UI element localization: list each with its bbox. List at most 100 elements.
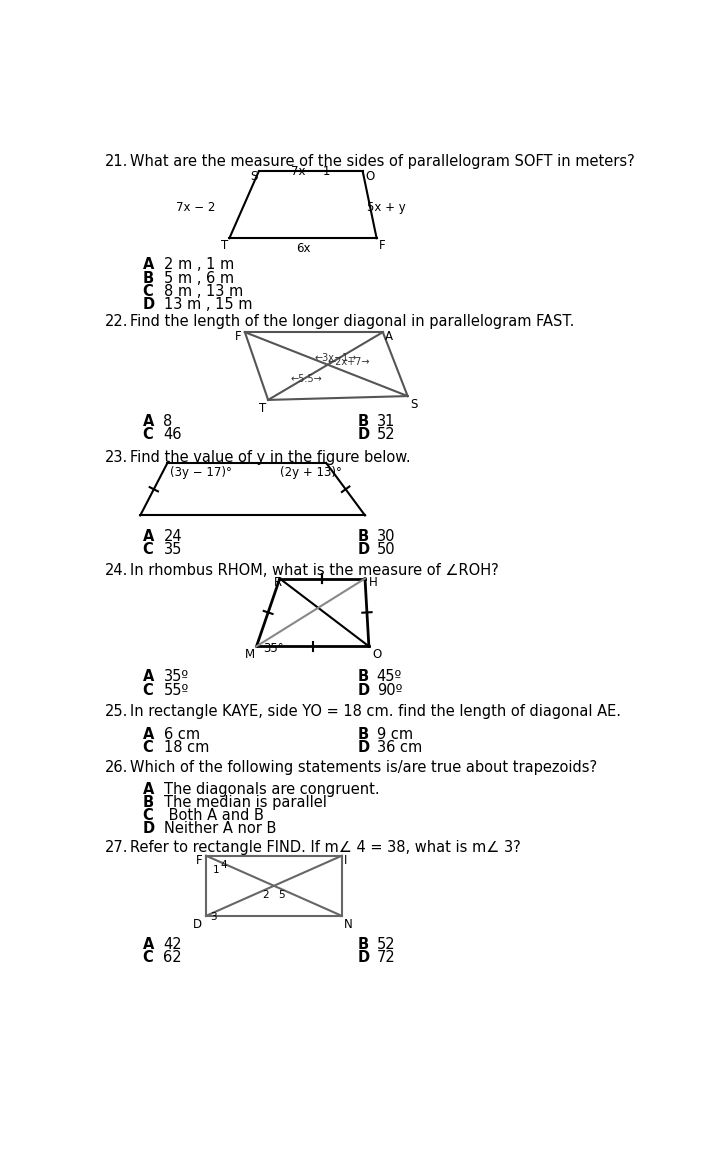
Text: C: C [142, 283, 153, 298]
Text: 1: 1 [212, 866, 219, 875]
Text: S: S [250, 170, 257, 183]
Text: Which of the following statements is/are true about trapezoids?: Which of the following statements is/are… [130, 761, 597, 776]
Text: 9 cm: 9 cm [377, 727, 413, 742]
Text: B: B [357, 413, 368, 429]
Text: O: O [372, 648, 382, 661]
Text: D: D [193, 918, 202, 931]
Text: 5 m , 6 m: 5 m , 6 m [163, 270, 234, 285]
Text: N: N [344, 918, 353, 931]
Text: The diagonals are congruent.: The diagonals are congruent. [163, 782, 379, 796]
Text: S: S [410, 397, 417, 411]
Text: 7x − 2: 7x − 2 [176, 201, 216, 214]
Text: 26.: 26. [106, 761, 129, 776]
Text: The median is parallel: The median is parallel [163, 795, 326, 810]
Text: 5: 5 [278, 890, 285, 900]
Text: 30: 30 [377, 529, 395, 544]
Text: C: C [142, 951, 153, 966]
Text: 72: 72 [377, 951, 395, 966]
Text: 31: 31 [377, 413, 395, 429]
Text: 5x + y: 5x + y [367, 201, 406, 214]
Text: 4: 4 [220, 860, 226, 870]
Text: A: A [142, 258, 154, 273]
Text: 55º: 55º [163, 683, 189, 698]
Text: 2 m , 1 m: 2 m , 1 m [163, 258, 234, 273]
Text: D: D [357, 427, 370, 442]
Text: C: C [142, 427, 153, 442]
Text: A: A [142, 670, 154, 685]
Text: 52: 52 [377, 937, 395, 952]
Text: H: H [369, 577, 377, 589]
Text: 35: 35 [163, 542, 182, 557]
Text: 2: 2 [262, 890, 269, 900]
Text: A: A [142, 529, 154, 544]
Text: B: B [357, 529, 368, 544]
Text: Find the value of y in the figure below.: Find the value of y in the figure below. [130, 450, 411, 465]
Text: C: C [142, 542, 153, 557]
Text: 50: 50 [377, 542, 395, 557]
Text: ←2x+7→: ←2x+7→ [327, 357, 370, 367]
Text: In rectangle KAYE, side YO = 18 cm. find the length of diagonal AE.: In rectangle KAYE, side YO = 18 cm. find… [130, 704, 621, 719]
Text: D: D [357, 740, 370, 755]
Text: 6 cm: 6 cm [163, 727, 200, 742]
Text: B: B [357, 937, 368, 952]
Text: D: D [142, 297, 155, 312]
Text: Find the length of the longer diagonal in parallelogram FAST.: Find the length of the longer diagonal i… [130, 314, 574, 329]
Text: T: T [221, 239, 228, 252]
Text: 8: 8 [163, 413, 173, 429]
Text: 13 m , 15 m: 13 m , 15 m [163, 297, 252, 312]
Text: ←5.5→: ←5.5→ [290, 374, 322, 383]
Text: C: C [142, 683, 153, 698]
Text: C: C [142, 740, 153, 755]
Text: 3: 3 [210, 912, 216, 922]
Text: 6x: 6x [296, 242, 311, 256]
Text: 27.: 27. [106, 840, 129, 855]
Text: 90º: 90º [377, 683, 402, 698]
Text: (2y + 13)°: (2y + 13)° [280, 466, 342, 479]
Text: B: B [357, 727, 368, 742]
Text: A: A [142, 782, 154, 796]
Text: 23.: 23. [106, 450, 129, 465]
Text: (3y − 17)°: (3y − 17)° [170, 466, 232, 479]
Text: I: I [344, 854, 347, 867]
Text: 22.: 22. [106, 314, 129, 329]
Text: 8 m , 13 m: 8 m , 13 m [163, 283, 243, 298]
Text: Neither A nor B: Neither A nor B [163, 821, 276, 836]
Text: 36 cm: 36 cm [377, 740, 422, 755]
Text: 7x − 1: 7x − 1 [291, 165, 331, 178]
Text: 45º: 45º [377, 670, 402, 685]
Text: D: D [357, 542, 370, 557]
Text: M: M [245, 648, 255, 661]
Text: R: R [274, 577, 283, 589]
Text: C: C [142, 808, 153, 823]
Text: D: D [142, 821, 155, 836]
Text: 62: 62 [163, 951, 182, 966]
Text: 18 cm: 18 cm [163, 740, 209, 755]
Text: Both A and B: Both A and B [163, 808, 263, 823]
Text: 21.: 21. [106, 153, 129, 168]
Text: O: O [365, 170, 375, 183]
Text: A: A [142, 937, 154, 952]
Text: 42: 42 [163, 937, 182, 952]
Text: B: B [357, 670, 368, 685]
Text: F: F [196, 854, 202, 867]
Text: 24: 24 [163, 529, 182, 544]
Text: D: D [357, 683, 370, 698]
Text: In rhombus RHOM, what is the measure of ∠ROH?: In rhombus RHOM, what is the measure of … [130, 563, 499, 578]
Text: A: A [142, 727, 154, 742]
Text: 25.: 25. [106, 704, 129, 719]
Text: 24.: 24. [106, 563, 129, 578]
Text: F: F [379, 239, 385, 252]
Text: 35º: 35º [163, 670, 189, 685]
Text: D: D [357, 951, 370, 966]
Text: B: B [142, 270, 154, 285]
Text: F: F [234, 330, 241, 343]
Text: B: B [142, 795, 154, 810]
Text: 46: 46 [163, 427, 182, 442]
Text: A: A [142, 413, 154, 429]
Text: What are the measure of the sides of parallelogram SOFT in meters?: What are the measure of the sides of par… [130, 153, 635, 168]
Text: ←3x−1→: ←3x−1→ [315, 352, 357, 363]
Text: 52: 52 [377, 427, 395, 442]
Text: 35°: 35° [262, 642, 283, 655]
Text: Refer to rectangle FIND. If m∠ 4 = 38, what is m∠ 3?: Refer to rectangle FIND. If m∠ 4 = 38, w… [130, 840, 521, 855]
Text: A: A [385, 330, 393, 343]
